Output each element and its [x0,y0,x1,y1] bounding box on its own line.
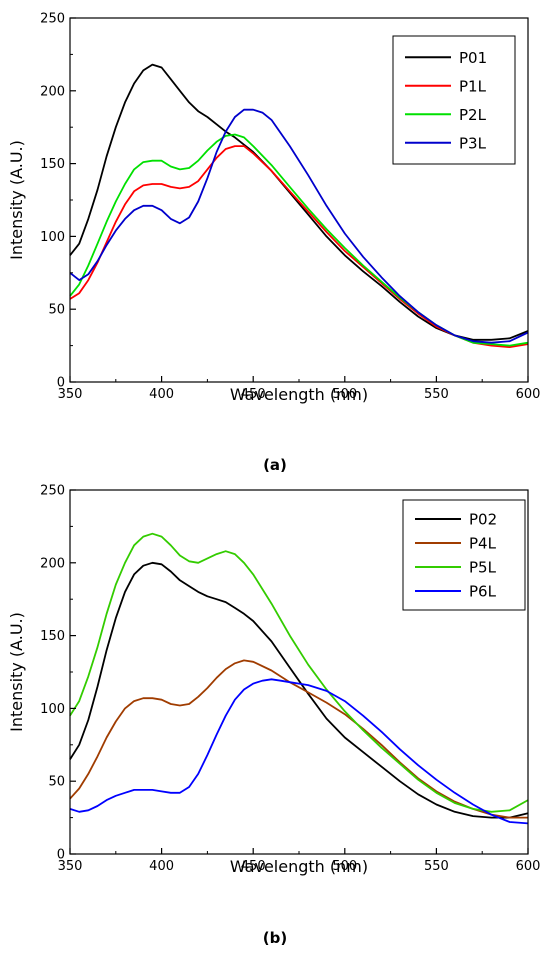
legend-entry-P4L: P4L [469,535,497,553]
x-tick-label: 450 [241,387,266,402]
x-tick-label: 600 [516,859,541,874]
x-tick-label: 400 [149,387,174,402]
x-tick-label: 350 [58,859,83,874]
legend-entry-P6L: P6L [469,583,497,601]
y-tick-label: 150 [40,157,65,172]
y-axis-title: Intensity (A.U.) [7,140,26,260]
x-tick-label: 450 [241,859,266,874]
series-line-P6L [69,678,529,825]
y-tick-label: 50 [48,775,65,790]
y-tick-label: 100 [40,702,65,717]
y-tick-label: 200 [40,556,65,571]
legend-box [402,499,526,611]
y-tick-label: 150 [40,629,65,644]
series-line-P1L [69,145,529,349]
series-line-P2L [69,133,529,347]
y-tick-label: 0 [57,848,65,863]
legend-entry-P3L: P3L [459,134,487,152]
y-tick-label: 0 [57,376,65,391]
series-line-P5L [69,532,529,813]
legend-entry-P01: P01 [459,49,487,67]
legend-entry-P2L: P2L [459,106,487,124]
x-tick-label: 350 [58,387,83,402]
chart-panel-a: 350 400 450 500 550 600 0 50 100 150 200 250 Wavelen… [7,12,540,475]
x-tick-label: 600 [516,387,541,402]
y-tick-label: 250 [40,484,65,499]
y-tick-label: 100 [40,230,65,245]
chart-panel-b: 350 400 450 500 550 600 0 50 100 150 200 250 Wavelen… [7,484,540,948]
y-axis-title: Intensity (A.U.) [7,612,26,732]
y-tick-label: 50 [48,303,65,318]
x-tick-label: 400 [149,859,174,874]
legend-entry-P1L: P1L [459,77,487,95]
x-tick-label: 500 [332,387,357,402]
legend-entry-P02: P02 [469,511,497,529]
x-axis-title: Wavelength (nm) [230,857,368,876]
x-tick-label: 550 [424,859,449,874]
x-tick-label: 500 [332,859,357,874]
panel-label: (a) [263,456,287,474]
series-line-P02 [69,561,529,819]
y-tick-label: 200 [40,84,65,99]
x-tick-label: 550 [424,387,449,402]
series-line-P4L [69,659,528,819]
legend-box [392,35,516,165]
panel-label: (b) [263,929,287,947]
legend-entry-P5L: P5L [469,559,497,577]
series-line-P3L [69,108,529,344]
y-tick-label: 250 [40,12,65,27]
x-axis-title: Wavelength (nm) [230,385,368,404]
